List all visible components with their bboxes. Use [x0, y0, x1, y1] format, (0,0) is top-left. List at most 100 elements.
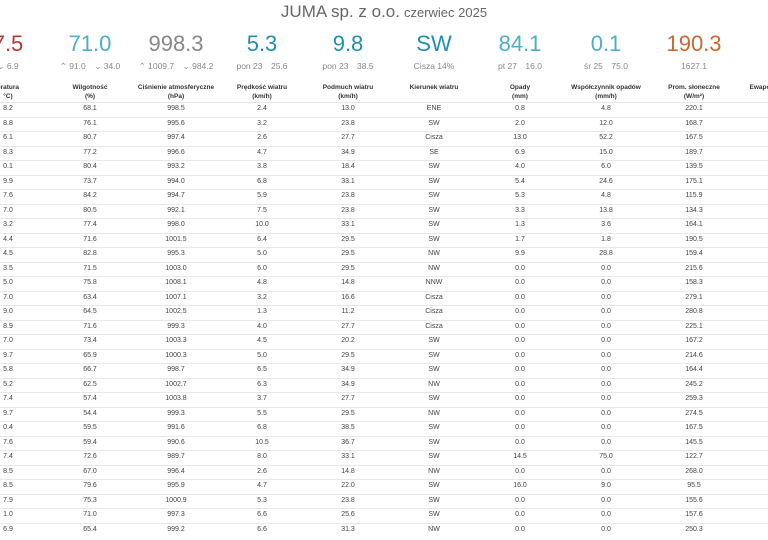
table-cell: 33.1 [341, 221, 355, 228]
column-header[interactable]: Opady (mm) [509, 84, 531, 100]
table-cell: 997.3 [167, 511, 185, 518]
column-header[interactable]: Kierunek wiatru [409, 84, 459, 91]
table-cell: 28.8 [599, 250, 613, 257]
table-cell: 77.2 [83, 148, 97, 156]
summary-card: 7.5 ⌄ 6.9 [0, 32, 63, 72]
table-row: 9.0 64.5 1002.5 1.3 11.2 Cisza 0.0 0.0 280.8 [0, 305, 768, 320]
table-cell: 2.6 [257, 134, 267, 141]
summary-card: 71.0 ⌃ 91.0 ⌄ 34.0 [35, 32, 145, 72]
table-cell: 274.5 [685, 409, 703, 417]
table-cell: Cisza [425, 293, 443, 301]
table-row: 9.9 73.7 994.0 6.8 33.1 SW 5.4 24.6 175.1 [0, 174, 768, 190]
table-cell: 33.1 [341, 453, 355, 460]
table-cell: SW [428, 511, 440, 518]
table-cell: 27.7 [341, 322, 355, 330]
table-cell: 225.1 [685, 322, 703, 330]
table-cell: 14.8 [341, 467, 355, 475]
table-cell: 6.9 [3, 525, 13, 533]
table-cell: 0.8 [515, 105, 525, 112]
table-cell: 215.6 [685, 264, 703, 272]
table-cell: 5.0 [257, 250, 267, 257]
table-cell: 4.0 [515, 163, 525, 170]
table-cell: 6.0 [601, 163, 611, 170]
table-cell: 0.0 [515, 337, 525, 344]
table-cell: 279.1 [685, 293, 703, 301]
table-cell: 33.1 [341, 177, 355, 185]
table-cell: 3.5 [3, 264, 13, 272]
table-cell: NW [428, 264, 440, 272]
summary-sub: pt 27 16.0 [498, 61, 542, 71]
table-cell: 80.5 [83, 206, 97, 214]
table-cell: 6.3 [257, 380, 267, 388]
table-cell: 167.5 [685, 134, 703, 141]
table-cell: 8.3 [3, 148, 13, 156]
summary-value: 998.3 [148, 31, 204, 56]
table-cell: 27.7 [341, 134, 355, 141]
summary-value: 9.8 [332, 31, 364, 56]
table-cell: 190.5 [685, 235, 703, 243]
table-cell: 36.7 [341, 438, 355, 446]
table-cell: 25.6 [341, 511, 355, 518]
table-cell: 5.3 [515, 192, 525, 199]
table-cell: 0.4 [3, 424, 13, 431]
table-cell: 27.7 [341, 395, 355, 402]
table-cell: 4.5 [3, 250, 13, 257]
summary-card: 84.1 pt 27 16.0 [465, 32, 575, 72]
column-header[interactable]: Prom. słoneczne (W/m²) [668, 84, 720, 100]
table-cell: 12.0 [599, 119, 613, 127]
summary-value: 7.5 [0, 31, 24, 56]
column-header[interactable]: Współczynnik opadów (mm/h) [571, 84, 641, 100]
table-cell: 164.4 [685, 366, 703, 373]
table-row: 3.5 71.5 1003.0 6.0 29.5 NW 0.0 0.0 215.6 [0, 261, 768, 277]
table-cell: 0.0 [601, 351, 611, 359]
table-cell: NW [428, 380, 440, 388]
table-row: 9.7 54.4 999.3 5.5 29.5 NW 0.0 0.0 274.5 [0, 406, 768, 422]
table-cell: 76.1 [83, 119, 97, 127]
table-cell: 0.0 [601, 496, 611, 504]
table-cell: Cisza [425, 322, 443, 330]
summary-sub: pon 23 38.5 [322, 61, 374, 71]
table-cell: 0.0 [515, 525, 525, 533]
table-cell: 1003.8 [165, 395, 187, 402]
table-cell: 5.3 [257, 496, 267, 504]
table-cell: 0.0 [515, 467, 525, 475]
table-cell: 7.6 [3, 438, 13, 446]
table-cell: 9.0 [3, 308, 13, 315]
table-cell: 245.2 [685, 380, 703, 388]
table-cell: 0.0 [515, 409, 525, 417]
column-header[interactable]: Prędkość wiatru (km/h) [236, 84, 288, 100]
column-header[interactable]: Wilgotność (%) [72, 84, 108, 100]
table-cell: 1001.5 [165, 235, 187, 243]
column-header[interactable]: Podmuch wiatru (km/h) [322, 84, 374, 100]
table-cell: 68.1 [83, 105, 97, 112]
table-row: 7.0 80.5 992.1 7.5 23.8 SW 3.3 13.8 134.3 [0, 203, 768, 219]
table-cell: SW [428, 337, 440, 344]
table-cell: 4.0 [257, 322, 267, 330]
table-row: 4.4 71.6 1001.5 6.4 29.5 SW 1.7 1.8 190.5 [0, 232, 768, 248]
table-cell: 52.2 [599, 134, 613, 141]
table-cell: 999.3 [167, 322, 185, 330]
table-cell: 2.0 [515, 119, 525, 127]
table-row: 7.4 72.6 989.7 8.0 33.1 SW 14.5 75.0 122.7 [0, 450, 768, 465]
table-row: 6.9 65.4 999.2 6.6 31.3 NW 0.0 0.0 250.3 [0, 522, 768, 538]
table-cell: 0.0 [601, 511, 611, 518]
table-cell: 3.8 [257, 163, 267, 170]
table-cell: 6.9 [515, 148, 525, 156]
summary-card: 0.1 śr 25 75.0 [551, 32, 661, 72]
column-header[interactable]: Ciśnienie atmosferyczne (hPa) [137, 84, 215, 100]
table-cell: 115.9 [685, 192, 703, 199]
table-cell: 8.5 [3, 482, 13, 489]
table-cell: 31.3 [341, 525, 355, 533]
table-cell: 4.4 [3, 235, 13, 243]
table-cell: 71.0 [83, 511, 97, 518]
column-header[interactable]: eratura°C) [0, 84, 20, 100]
table-cell: 84.2 [83, 192, 97, 199]
table-cell: 29.5 [341, 235, 355, 243]
table-row: 8.5 79.6 995.9 4.7 22.0 SW 16.0 9.0 95.5 [0, 479, 768, 494]
table-cell: 7.4 [3, 453, 13, 460]
table-cell: 5.0 [3, 279, 13, 286]
table-cell: 59.4 [83, 438, 97, 446]
table-cell: 6.8 [257, 177, 267, 185]
table-cell: 80.4 [83, 163, 97, 170]
column-header[interactable]: Ewapo [749, 84, 768, 91]
